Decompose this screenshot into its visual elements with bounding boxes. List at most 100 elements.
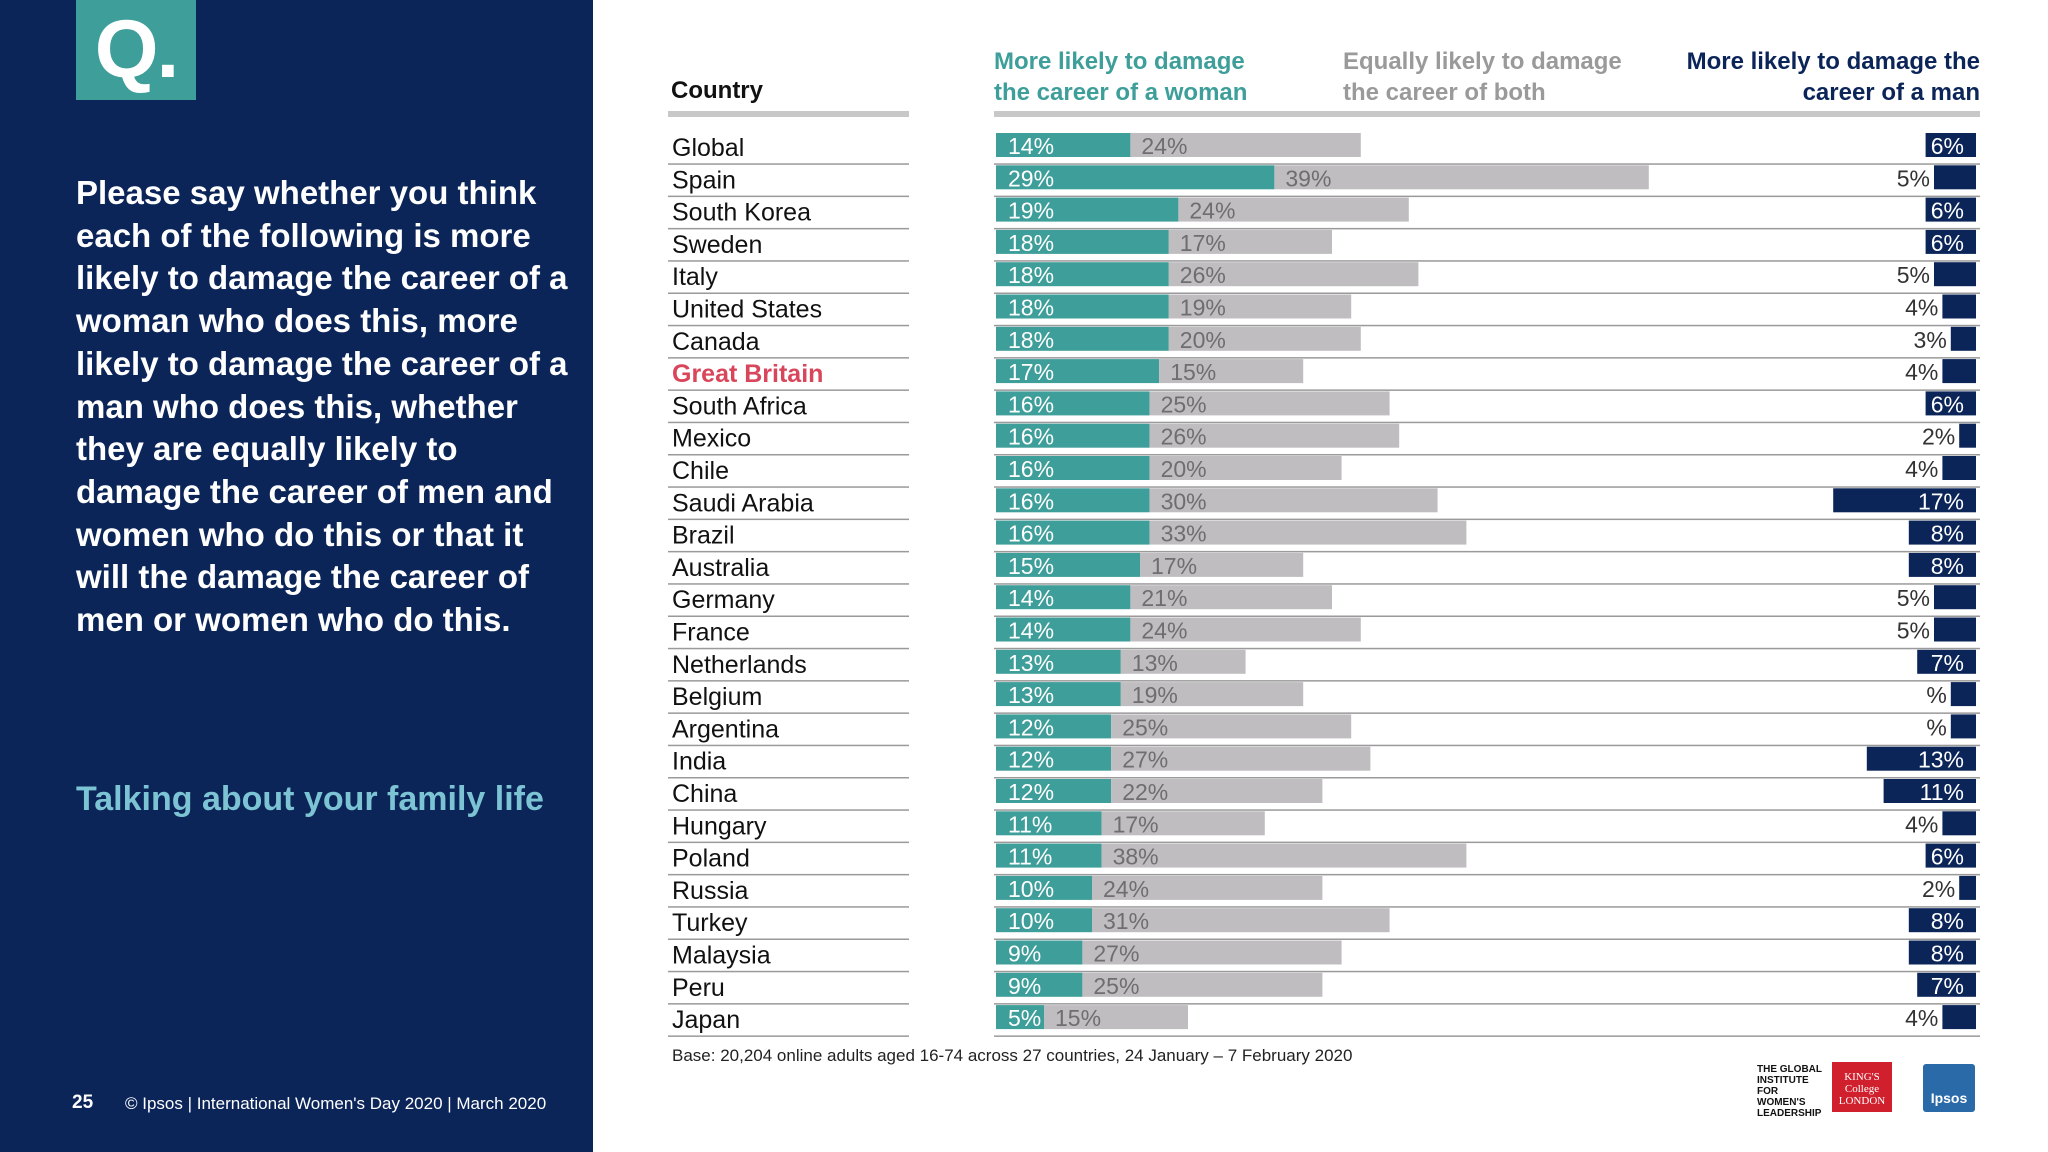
country-label: Sweden	[672, 231, 762, 259]
bar-both	[1101, 843, 1467, 868]
bar-man-label: 8%	[1931, 908, 1964, 934]
bar-man-label: 8%	[1931, 553, 1964, 579]
bar-woman-label: 9%	[1008, 973, 1041, 999]
bar-woman-label: 13%	[1008, 650, 1054, 676]
bar-both	[1274, 165, 1649, 190]
bar-woman-label: 29%	[1008, 165, 1054, 191]
bar-both-label: 24%	[1189, 198, 1235, 224]
country-row-rule	[668, 1035, 909, 1037]
bar-both-label: 25%	[1122, 714, 1168, 740]
chart-row-rule	[994, 518, 1980, 521]
bar-man-label: 6%	[1931, 391, 1964, 417]
bar-man-label: 2%	[1922, 876, 1955, 902]
country-row-rule	[668, 1003, 909, 1005]
chart-row-rule	[994, 777, 1980, 779]
country-label: Belgium	[672, 683, 762, 711]
country-row-rule	[668, 292, 909, 294]
bar-woman-label: 16%	[1008, 488, 1054, 514]
bar-woman	[996, 908, 1092, 933]
bar-man	[1959, 423, 1976, 448]
bar-man-label: 4%	[1905, 295, 1938, 321]
country-row-rule	[668, 647, 909, 650]
bar-both	[1092, 908, 1390, 933]
bar-woman-label: 16%	[1008, 391, 1054, 417]
bar-man	[1866, 746, 1976, 771]
bar-man-label: 11%	[1920, 779, 1964, 805]
chart-row-rule	[994, 744, 1980, 747]
chart-row-rule	[994, 260, 1980, 262]
chart-row-rule	[994, 550, 1980, 553]
chart-row-rule	[994, 454, 1980, 456]
country-row-rule	[668, 357, 909, 359]
bar-man	[1942, 456, 1976, 480]
chart-row-rule	[994, 227, 1980, 230]
chart-row-rule	[994, 615, 1980, 617]
bar-both-label: 20%	[1180, 327, 1226, 353]
country-row-rule	[668, 744, 909, 747]
chart-row-rule	[994, 1035, 1980, 1037]
bar-both	[1159, 359, 1304, 384]
country-label: Brazil	[672, 522, 735, 550]
country-label: Italy	[672, 263, 718, 291]
chart-row-rule	[994, 486, 1980, 488]
bar-man-label: 3%	[1914, 327, 1947, 353]
country-row-rule	[668, 324, 909, 327]
country-label: France	[672, 619, 750, 647]
chart-row-rule	[994, 970, 1980, 973]
bar-woman	[996, 585, 1131, 610]
bar-man-label: 7%	[1931, 973, 1964, 999]
bar-man	[1942, 1005, 1976, 1030]
country-row-rule	[668, 583, 909, 585]
country-label: Hungary	[672, 812, 767, 840]
bar-woman	[996, 326, 1169, 351]
country-label: India	[672, 748, 726, 776]
bar-woman	[996, 552, 1140, 577]
country-label: Spain	[672, 166, 736, 194]
country-label: Mexico	[672, 425, 751, 453]
bar-woman	[996, 294, 1169, 319]
base-note: Base: 20,204 online adults aged 16-74 ac…	[672, 1046, 1353, 1065]
bar-man-label: 4%	[1905, 456, 1938, 482]
country-label: Japan	[672, 1006, 740, 1034]
bar-man-label: 6%	[1931, 230, 1964, 256]
bar-woman-label: 18%	[1008, 327, 1054, 353]
chart-row-rule	[994, 357, 1980, 359]
country-row-rule	[668, 550, 909, 553]
country-row-rule	[668, 906, 909, 908]
bar-man	[1950, 326, 1976, 351]
country-label: Global	[672, 134, 744, 162]
bar-both	[1149, 456, 1342, 480]
bar-woman-label: 14%	[1008, 618, 1054, 644]
bar-both-label: 21%	[1141, 585, 1187, 611]
bar-man	[1925, 843, 1976, 868]
country-label: Peru	[672, 974, 725, 1002]
bar-both-label: 17%	[1113, 811, 1159, 837]
bar-man	[1925, 229, 1976, 254]
bar-man-label: 5%	[1897, 585, 1930, 611]
bar-man	[1950, 682, 1976, 707]
bar-man-label: 5%	[1897, 618, 1930, 644]
bar-both	[1140, 552, 1304, 577]
bar-man	[1942, 294, 1976, 319]
bar-both-label: 25%	[1093, 973, 1139, 999]
kings-college-logo: KING'S College LONDON	[1832, 1062, 1892, 1112]
country-label: Malaysia	[672, 942, 771, 970]
country-label: South Korea	[672, 199, 811, 227]
bar-both	[1082, 972, 1323, 997]
bar-both	[1092, 875, 1323, 900]
country-row-rule	[668, 260, 909, 262]
bar-both-label: 27%	[1122, 747, 1168, 773]
chart-row-rule	[994, 163, 1980, 165]
bar-woman-label: 10%	[1008, 876, 1054, 902]
bar-man-label: 4%	[1905, 359, 1938, 385]
bar-woman-label: 9%	[1008, 941, 1041, 967]
bar-man	[1934, 165, 1976, 190]
bar-woman-label: 18%	[1008, 230, 1054, 256]
bar-man	[1908, 940, 1976, 965]
bar-both-label: 19%	[1180, 295, 1226, 321]
country-label: Australia	[672, 554, 769, 582]
bar-both	[1111, 746, 1371, 771]
country-row-rule	[668, 163, 909, 165]
bar-both	[1168, 229, 1332, 254]
